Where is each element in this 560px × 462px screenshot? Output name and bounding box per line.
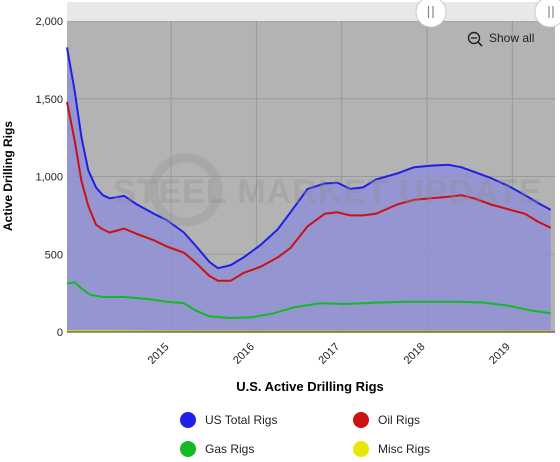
- y-tick-label: 1,000: [35, 172, 63, 184]
- y-tick-label: 500: [45, 249, 63, 261]
- us-total-rigs-line[interactable]: [66, 47, 552, 270]
- navigator-strip[interactable]: [67, 2, 557, 21]
- watermark-logo-ring: [149, 153, 223, 227]
- y-tick-label: 0: [57, 327, 63, 339]
- y-tick-label: 2,000: [35, 16, 63, 28]
- legend-swatch: [353, 412, 369, 428]
- legend-swatch: [180, 441, 196, 457]
- zoom-out-icon: [467, 31, 481, 45]
- legend-swatch: [180, 412, 196, 428]
- y-axis-label: Active Drilling Rigs: [1, 121, 15, 231]
- gas-rigs-line[interactable]: [66, 281, 551, 319]
- watermark-text: STEEL MARKET UPDATE: [113, 173, 543, 211]
- x-tick-label: 2016: [231, 341, 257, 367]
- show-all-label: Show all: [489, 31, 534, 45]
- series-layer: [66, 47, 555, 333]
- y-axis-ticks: 0 500 1,000 1,500 2,000: [35, 16, 63, 339]
- legend-label: Misc Rigs: [378, 442, 430, 456]
- legend: US Total Rigs Oil Rigs Gas Rigs Misc Rigs: [180, 412, 430, 457]
- x-tick-label: 2019: [487, 341, 513, 367]
- x-axis-label: U.S. Active Drilling Rigs: [236, 379, 384, 394]
- legend-label: Gas Rigs: [205, 442, 254, 456]
- legend-label: US Total Rigs: [205, 413, 277, 427]
- x-axis-ticks: 2015 2016 2017 2018 2019: [146, 341, 513, 367]
- legend-item-gas-rigs[interactable]: Gas Rigs: [180, 441, 254, 457]
- y-tick-label: 1,500: [35, 94, 63, 106]
- legend-item-misc-rigs[interactable]: Misc Rigs: [353, 441, 430, 457]
- navigator-right-handle[interactable]: [534, 0, 560, 28]
- oil-rigs-line[interactable]: [66, 101, 552, 282]
- navigator-left-handle[interactable]: [415, 0, 447, 28]
- legend-item-oil-rigs[interactable]: Oil Rigs: [353, 412, 420, 428]
- x-tick-label: 2018: [402, 341, 428, 367]
- us-total-rigs-area: [67, 47, 551, 333]
- legend-label: Oil Rigs: [378, 413, 420, 427]
- legend-item-us-total-rigs[interactable]: US Total Rigs: [180, 412, 277, 428]
- x-tick-label: 2017: [316, 341, 342, 367]
- watermark: STEEL MARKET UPDATE: [113, 153, 543, 227]
- legend-swatch: [353, 441, 369, 457]
- x-tick-label: 2015: [146, 341, 172, 367]
- show-all-button[interactable]: Show all: [467, 31, 535, 47]
